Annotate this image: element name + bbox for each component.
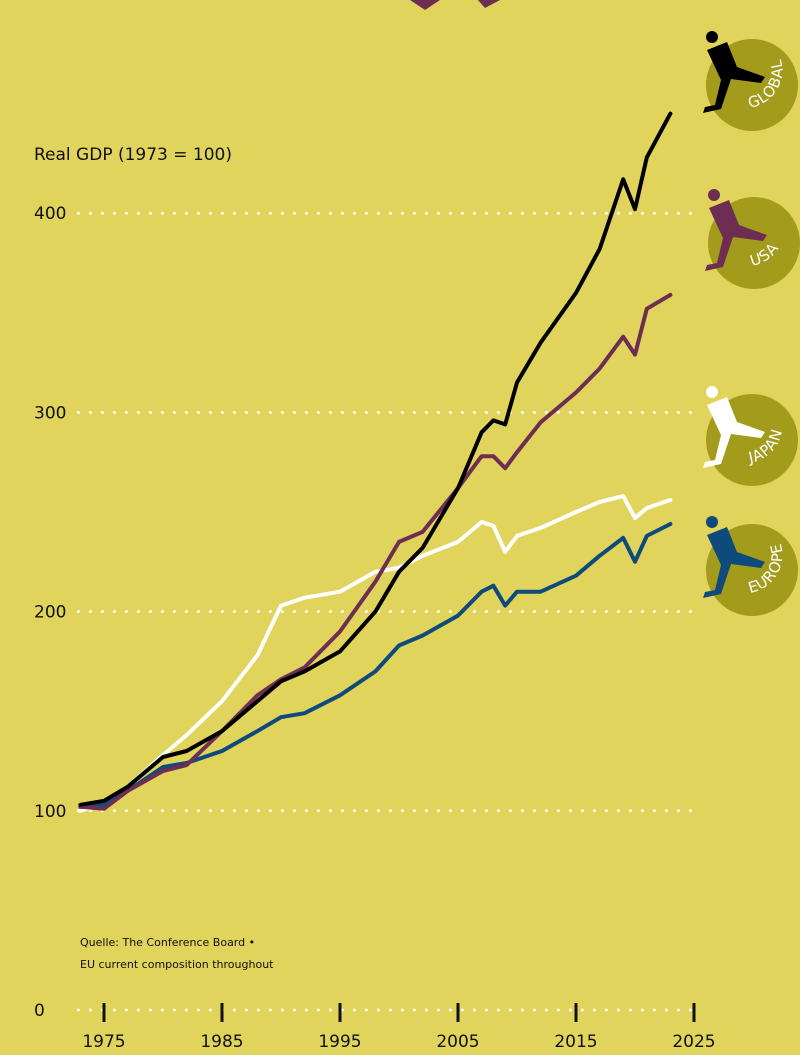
y-tick-label: 100 — [34, 802, 66, 822]
x-tick-label: 2005 — [436, 1032, 479, 1052]
y-tick-label: 200 — [34, 603, 66, 623]
line-series — [78, 292, 673, 811]
figure — [703, 397, 765, 468]
x-tick-label: 1975 — [82, 1032, 125, 1052]
line-series — [78, 494, 673, 813]
y-tick-label: 0 — [34, 1001, 45, 1021]
figure-head — [706, 386, 718, 398]
x-tick-label: 1985 — [200, 1032, 243, 1052]
y-tick-label: 300 — [34, 403, 66, 423]
figure — [705, 200, 767, 271]
source-line: Quelle: The Conference Board • — [80, 936, 255, 949]
y-tick-label: 400 — [34, 204, 66, 224]
x-tick-label: 2015 — [554, 1032, 597, 1052]
figure — [703, 42, 765, 113]
y-axis-label: Real GDP (1973 = 100) — [34, 145, 232, 165]
x-tick-label: 1995 — [318, 1032, 361, 1052]
figure-head — [706, 31, 718, 43]
source-line: EU current composition throughout — [80, 958, 274, 971]
figure — [703, 527, 765, 598]
figure-head — [706, 516, 718, 528]
line-series — [78, 111, 673, 807]
figure — [410, 0, 440, 10]
figures — [410, 0, 500, 10]
x-tick-label: 2025 — [672, 1032, 715, 1052]
figure-head — [708, 189, 720, 201]
figure — [478, 0, 500, 8]
